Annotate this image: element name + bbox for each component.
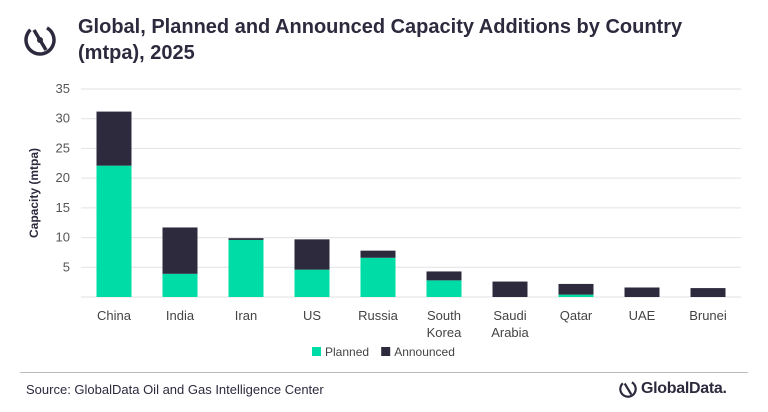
- x-tick-label: Saudi: [493, 308, 526, 323]
- legend-label: Announced: [394, 345, 455, 359]
- divider: [20, 372, 748, 373]
- globaldata-mark-icon: [619, 380, 637, 398]
- y-tick-label: 5: [63, 259, 70, 274]
- bar-announced: [624, 287, 660, 297]
- chart-title: Global, Planned and Announced Capacity A…: [78, 16, 683, 64]
- bar-planned: [162, 273, 198, 297]
- bar-announced: [294, 239, 330, 270]
- bar-announced: [360, 250, 396, 258]
- y-tick-label: 15: [56, 200, 70, 215]
- x-tick-label: Russia: [358, 308, 399, 323]
- bar-announced: [96, 111, 132, 166]
- globaldata-logo-icon: [24, 24, 56, 56]
- x-tick-label: China: [97, 308, 132, 323]
- y-axis-label: Capacity (mtpa): [27, 148, 41, 238]
- bar-announced: [690, 288, 726, 297]
- x-tick-label: UAE: [629, 308, 656, 323]
- bar-announced: [492, 281, 528, 297]
- x-tick-label: South: [427, 308, 461, 323]
- x-tick-label: Brunei: [689, 308, 727, 323]
- bar-announced: [228, 238, 264, 240]
- source-note: Source: GlobalData Oil and Gas Intellige…: [26, 382, 324, 397]
- bar-planned: [360, 257, 396, 297]
- y-tick-label: 30: [56, 111, 70, 126]
- y-tick-label: 10: [56, 230, 70, 245]
- bar-planned: [294, 269, 330, 297]
- legend-swatch: [381, 347, 391, 356]
- x-tick-label: Iran: [235, 308, 257, 323]
- bar-planned: [228, 239, 264, 297]
- x-tick-label: US: [303, 308, 321, 323]
- bar-announced: [558, 283, 594, 295]
- brand-logo: GlobalData.: [618, 378, 727, 400]
- legend-swatch: [312, 347, 321, 356]
- bar-planned: [426, 280, 462, 297]
- y-tick-label: 20: [56, 170, 70, 185]
- y-tick-label: 35: [56, 81, 70, 96]
- bar-planned: [96, 165, 132, 297]
- bar-chart: 5 10 15 20 25 30 35 Capacity (mtpa) China India Ir…: [27, 81, 741, 359]
- x-tick-label: Korea: [427, 325, 462, 340]
- brand-name: GlobalData.: [641, 380, 727, 397]
- bar-announced: [426, 271, 462, 281]
- x-tick-label: Arabia: [491, 325, 529, 340]
- bar-announced: [162, 227, 198, 274]
- bar-planned: [558, 294, 594, 297]
- y-tick-label: 25: [56, 140, 70, 155]
- legend-label: Planned: [325, 345, 369, 359]
- x-tick-label: Qatar: [560, 308, 593, 323]
- x-tick-label: India: [166, 308, 195, 323]
